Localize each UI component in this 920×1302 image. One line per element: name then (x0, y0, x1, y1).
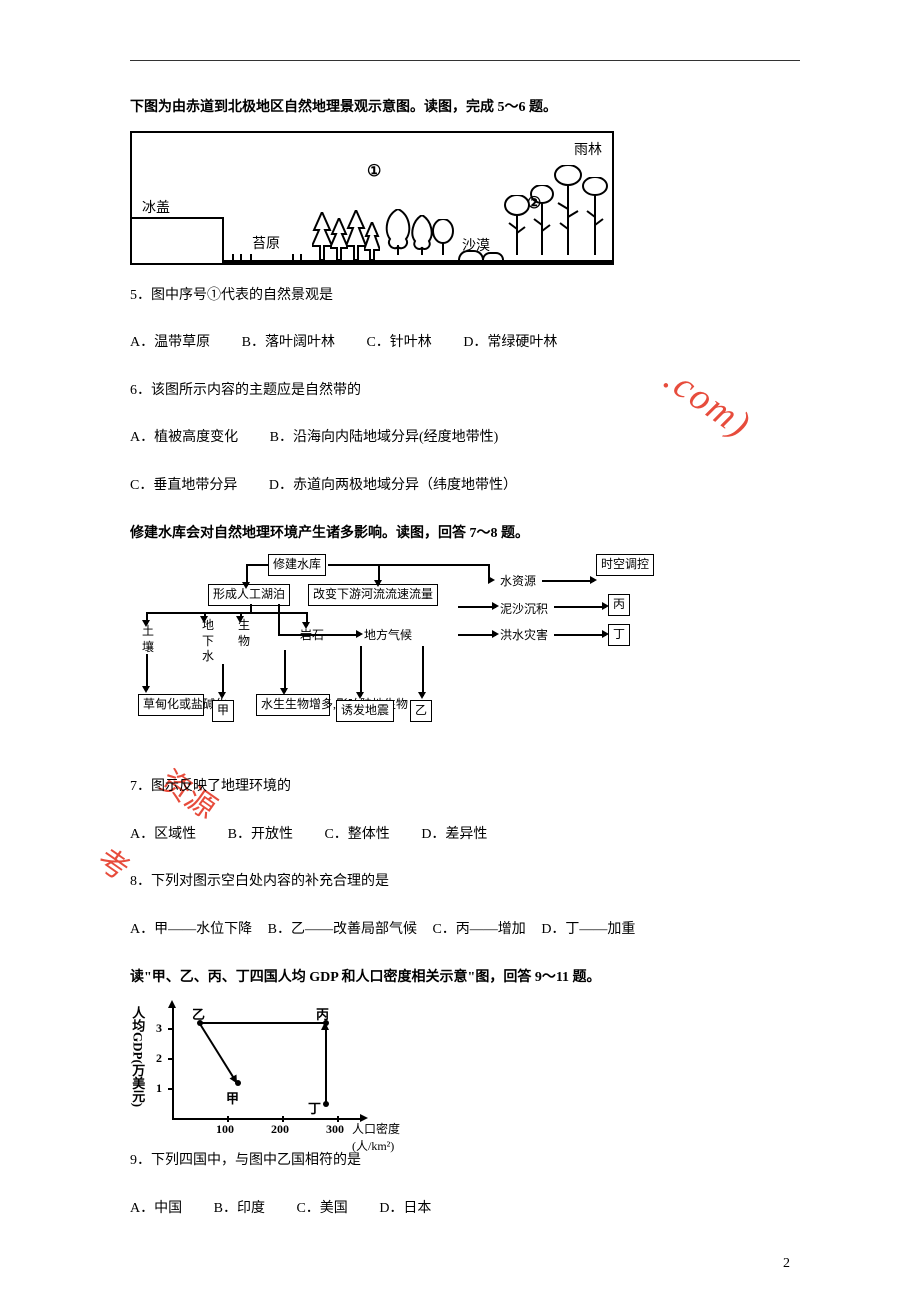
node-timing: 时空调控 (596, 554, 654, 576)
q6-A: A．植被高度变化 (130, 421, 238, 455)
q9-D: D．日本 (379, 1192, 431, 1226)
q6-B: B．沿海向内陆地域分异(经度地带性) (270, 421, 499, 455)
label-bing: 丙 (316, 1004, 329, 1023)
label-ice: 冰盖 (142, 197, 170, 217)
intro-1: 下图为由赤道到北极地区自然地理景观示意图。读图，完成 5～6 题。 (130, 91, 800, 125)
q7-C: C．整体性 (324, 818, 389, 852)
q7-B: B．开放性 (228, 818, 293, 852)
q9-stem: 9．下列四国中，与图中乙国相符的是 (130, 1144, 800, 1178)
label-ding: 丁 (308, 1098, 321, 1117)
ytick-1: 1 (156, 1081, 162, 1096)
page-number: 2 (783, 1256, 790, 1272)
label-yi: 乙 (192, 1004, 205, 1023)
node-climate: 地方气候 (362, 628, 414, 644)
node-jia: 甲 (212, 700, 234, 722)
sand-dune (482, 252, 504, 260)
q5-D: D．常绿硬叶林 (463, 326, 557, 360)
q8-C: C．丙——增加 (432, 913, 525, 947)
tundra-stub (292, 254, 294, 260)
q6-options-1: A．植被高度变化 B．沿海向内陆地域分异(经度地带性) (130, 421, 800, 455)
ytick-2: 2 (156, 1051, 162, 1066)
node-yi: 乙 (410, 700, 432, 722)
node-flood: 洪水灾害 (498, 628, 550, 644)
q8-options: A．甲——水位下降 B．乙——改善局部气候 C．丙——增加 D．丁——加重 (130, 913, 800, 947)
q7-A: A．区域性 (130, 818, 196, 852)
tundra-stub (300, 254, 302, 260)
label-jia: 甲 (226, 1088, 239, 1107)
q9-B: B．印度 (214, 1192, 265, 1226)
broadleaf-tree (432, 219, 454, 260)
node-top: 修建水库 (268, 554, 326, 576)
conifer-tree (364, 222, 380, 260)
q6-D: D．赤道向两极地域分异（纬度地带性） (269, 469, 517, 503)
rainforest-tree (504, 195, 530, 260)
node-quake: 诱发地震 (336, 700, 394, 722)
landscape-box: 雨林 冰盖 苔原 沙漠 ① ② (130, 131, 614, 265)
q5-stem: 5．图中序号①代表的自然景观是 (130, 279, 800, 313)
x-axis-label: 人口密度(人/km²) (352, 1120, 430, 1154)
q9-C: C．美国 (296, 1192, 347, 1226)
broadleaf-tree (410, 215, 434, 260)
q7-stem: 7．图示反映了地理环境的 (130, 770, 800, 804)
q6-options-2: C．垂直地带分异 D．赤道向两极地域分异（纬度地带性） (130, 469, 800, 503)
tundra-stub (232, 254, 234, 260)
reservoir-flowchart: 修建水库 时空调控 形成人工湖泊 改变下游河流流速流量 水资源 泥沙沉积 丙 地… (138, 554, 698, 764)
node-flow: 改变下游河流流速流量 (308, 584, 438, 606)
q6-stem: 6．该图所示内容的主题应是自然带的 (130, 374, 800, 408)
rainforest-tree (582, 177, 608, 260)
q5-options: A．温带草原 B．落叶阔叶林 C．针叶林 D．常绿硬叶林 (130, 326, 800, 360)
arrow-ding-bing (321, 1022, 329, 1030)
q6-C: C．垂直地带分异 (130, 469, 237, 503)
intro-2: 修建水库会对自然地理环境产生诸多影响。读图，回答 7～8 题。 (130, 517, 800, 551)
edge-yi-bing (202, 1022, 324, 1024)
edge-ding-bing (325, 1026, 327, 1102)
y-axis-label: 人均GDP(万美元) (130, 1006, 144, 1107)
rainforest-tree (554, 165, 582, 260)
mark-1: ① (367, 161, 381, 181)
q8-D: D．丁——加重 (541, 913, 635, 947)
q8-B: B．乙——改善局部气候 (268, 913, 417, 947)
top-rule (130, 60, 800, 61)
x-axis (172, 1118, 362, 1120)
q9-A: A．中国 (130, 1192, 182, 1226)
tundra-stub (250, 254, 252, 260)
gdp-chart: 人均GDP(万美元) 1 2 3 100 200 300 人口密度(人/km²)… (130, 998, 430, 1138)
landscape-figure: 雨林 冰盖 苔原 沙漠 ① ② (130, 131, 800, 265)
q8-stem: 8．下列对图示空白处内容的补充合理的是 (130, 865, 800, 899)
ytick-3: 3 (156, 1021, 162, 1036)
intro-3: 读"甲、乙、丙、丁四国人均 GDP 和人口密度相关示意"图，回答 9～11 题。 (130, 961, 800, 995)
q5-C: C．针叶林 (366, 326, 431, 360)
q7-D: D．差异性 (421, 818, 487, 852)
node-bing: 丙 (608, 594, 630, 616)
xtick-300: 300 (326, 1122, 344, 1137)
conifer-tree (312, 212, 332, 260)
xtick-100: 100 (216, 1122, 234, 1137)
rainforest-tree (530, 185, 554, 260)
node-rock: 岩石 (298, 628, 326, 644)
q9-options: A．中国 B．印度 C．美国 D．日本 (130, 1192, 800, 1226)
label-rainforest: 雨林 (574, 139, 602, 159)
node-sed: 泥沙沉积 (498, 602, 550, 618)
edge-yi-jia (199, 1024, 238, 1084)
label-tundra: 苔原 (252, 233, 280, 253)
node-ding: 丁 (608, 624, 630, 646)
q5-A: A．温带草原 (130, 326, 210, 360)
q8-A: A．甲——水位下降 (130, 913, 252, 947)
xtick-200: 200 (271, 1122, 289, 1137)
node-water: 水资源 (498, 574, 538, 590)
page-content: 下图为由赤道到北极地区自然地理景观示意图。读图，完成 5～6 题。 雨林 冰盖 … (0, 0, 920, 1279)
q7-options: A．区域性 B．开放性 C．整体性 D．差异性 (130, 818, 800, 852)
y-axis-arrow (168, 1000, 176, 1008)
node-aquatic: 水生生物增多,影响陆地生物 (256, 694, 330, 716)
sand-dune (458, 250, 484, 260)
broadleaf-tree (384, 209, 412, 260)
ice-cap (132, 217, 224, 263)
q5-B: B．落叶阔叶林 (242, 326, 335, 360)
conifer-tree (346, 210, 366, 260)
node-gw: 地下水 (198, 618, 218, 665)
tundra-stub (240, 254, 242, 260)
node-soil: 土壤 (138, 624, 158, 655)
y-axis (172, 1006, 174, 1120)
node-salin: 草甸化或盐碱化 (138, 694, 204, 716)
